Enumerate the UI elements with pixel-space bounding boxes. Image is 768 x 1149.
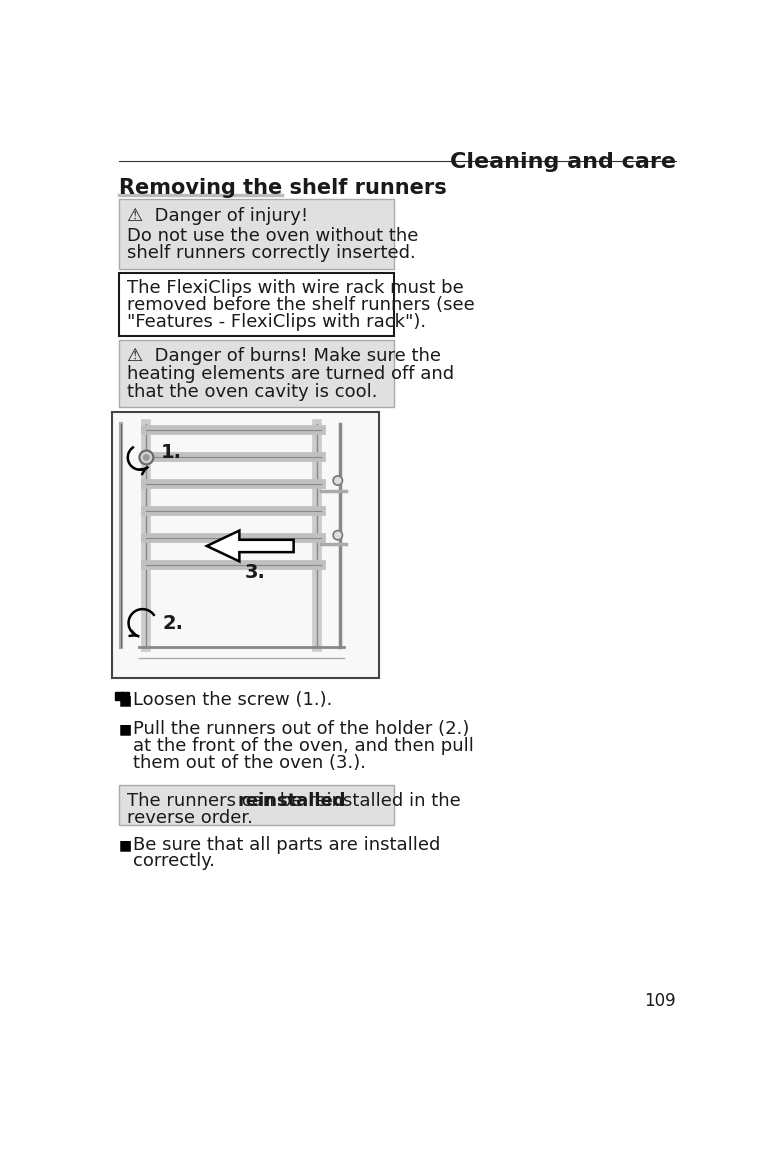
Text: them out of the oven (3.).: them out of the oven (3.). bbox=[133, 754, 366, 772]
Text: shelf runners correctly inserted.: shelf runners correctly inserted. bbox=[127, 244, 415, 262]
Circle shape bbox=[333, 531, 343, 540]
Circle shape bbox=[144, 455, 149, 460]
Text: Cleaning and care: Cleaning and care bbox=[450, 152, 676, 171]
Text: heating elements are turned off and: heating elements are turned off and bbox=[127, 365, 454, 383]
Text: ■: ■ bbox=[119, 723, 132, 737]
Text: reinstalled: reinstalled bbox=[238, 793, 346, 810]
Circle shape bbox=[140, 450, 154, 464]
Text: ■: ■ bbox=[119, 693, 132, 707]
Text: Pull the runners out of the holder (2.): Pull the runners out of the holder (2.) bbox=[133, 720, 469, 738]
Text: ⚠  Danger of injury!: ⚠ Danger of injury! bbox=[127, 207, 308, 225]
Text: The FlexiClips with wire rack must be: The FlexiClips with wire rack must be bbox=[127, 279, 464, 296]
Text: reverse order.: reverse order. bbox=[127, 809, 253, 827]
Text: that the oven cavity is cool.: that the oven cavity is cool. bbox=[127, 383, 378, 401]
Text: Be sure that all parts are installed: Be sure that all parts are installed bbox=[133, 835, 441, 854]
Text: 109: 109 bbox=[644, 992, 676, 1010]
FancyBboxPatch shape bbox=[111, 412, 379, 678]
Text: Loosen the screw (1.).: Loosen the screw (1.). bbox=[133, 691, 333, 709]
Text: 3.: 3. bbox=[245, 563, 266, 581]
FancyBboxPatch shape bbox=[119, 272, 395, 336]
Text: at the front of the oven, and then pull: at the front of the oven, and then pull bbox=[133, 737, 474, 755]
Circle shape bbox=[333, 476, 343, 485]
FancyBboxPatch shape bbox=[119, 340, 395, 408]
Text: ■: ■ bbox=[119, 838, 132, 851]
Text: 1.: 1. bbox=[161, 442, 182, 462]
Text: ⚠  Danger of burns! Make sure the: ⚠ Danger of burns! Make sure the bbox=[127, 347, 441, 365]
Text: removed before the shelf runners (see: removed before the shelf runners (see bbox=[127, 295, 475, 314]
Text: The runners can be reinstalled in the: The runners can be reinstalled in the bbox=[127, 793, 461, 810]
FancyBboxPatch shape bbox=[119, 200, 395, 269]
Text: 2.: 2. bbox=[163, 614, 184, 633]
Text: "Features - FlexiClips with rack").: "Features - FlexiClips with rack"). bbox=[127, 314, 426, 331]
FancyBboxPatch shape bbox=[119, 785, 395, 825]
Polygon shape bbox=[207, 531, 293, 562]
Text: Do not use the oven without the: Do not use the oven without the bbox=[127, 228, 419, 245]
Text: Removing the shelf runners: Removing the shelf runners bbox=[119, 178, 447, 198]
Text: correctly.: correctly. bbox=[133, 853, 215, 871]
